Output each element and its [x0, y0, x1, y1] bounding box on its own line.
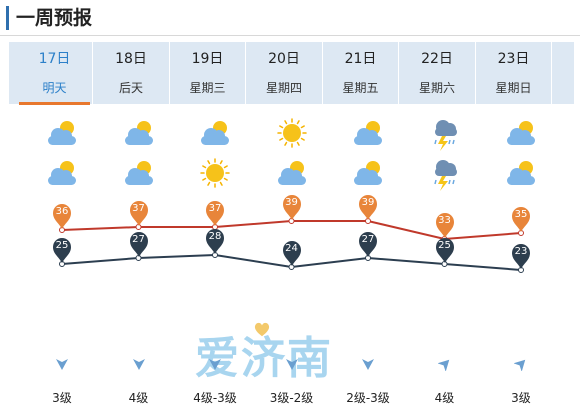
tab-date: 22日: [421, 51, 453, 67]
high-temp-pin: 37: [205, 200, 225, 227]
tab-day-1[interactable]: 17日明天: [17, 42, 93, 105]
section-header: 一周预报: [0, 0, 580, 40]
tab-date: 18日: [115, 51, 147, 67]
tab-date: 20日: [268, 51, 300, 67]
low-temp-pin-label: 25: [438, 240, 451, 251]
high-temp-pin-label: 39: [361, 197, 375, 208]
high-temp-pin-label: 37: [208, 203, 222, 214]
partly-cloudy-icon: [121, 158, 157, 188]
wind-direction-icon: [55, 356, 69, 370]
header-accent-bar: [6, 6, 9, 30]
low-temp-pin: 27: [358, 231, 378, 258]
low-temp-pin-label: 27: [132, 234, 145, 245]
partly-cloudy-icon: [274, 158, 310, 188]
low-temp-pin-label: 28: [208, 231, 222, 242]
tab-weekday: 星期四: [265, 81, 302, 95]
tab-weekday: 明天: [42, 81, 67, 95]
wind-level-label: 4级-3级: [193, 391, 237, 405]
wind-direction-icon: [361, 356, 375, 370]
partly-cloudy-icon: [350, 158, 386, 188]
wind-direction-icon: [208, 356, 222, 370]
day-tabs: 17日 明天 18日 后天 19日 星期三 20日 星期四 21日 星期五 22日 星期六 23日 星期日: [9, 42, 574, 105]
wind-direction-icon: [513, 356, 528, 372]
high-temp-pin-label: 37: [132, 203, 145, 214]
wind-level-label: 4级: [128, 391, 149, 405]
low-temp-pin: 27: [129, 231, 149, 258]
partly-cloudy-icon: [44, 158, 80, 188]
wind-level-label: 2级-3级: [346, 391, 390, 405]
low-temp-pin-label: 23: [514, 246, 528, 257]
tab-day-4[interactable]: 20日星期四: [247, 42, 323, 104]
wind-level-label: 3级: [52, 391, 72, 405]
high-temp-pin-label: 35: [514, 209, 528, 220]
low-temp-pin: 25: [435, 237, 455, 264]
partly-cloudy-icon: [350, 118, 386, 148]
heart-logo-icon: [254, 322, 270, 337]
tab-date: 21日: [344, 51, 377, 67]
high-temp-pin: 33: [435, 212, 455, 239]
high-temp-pin: 37: [129, 200, 149, 227]
watermark-text: 爱济南: [195, 333, 333, 384]
high-temp-pin: 36: [52, 203, 72, 230]
high-temp-pin: 39: [358, 194, 378, 221]
header-divider: [0, 35, 580, 36]
tab-day-6[interactable]: 22日星期六: [400, 42, 476, 104]
tab-weekday: 星期日: [495, 81, 532, 95]
partly-cloudy-icon: [44, 118, 80, 148]
wind-level-label: 3级-2级: [269, 391, 314, 405]
partly-cloudy-icon: [503, 158, 539, 188]
tab-weekday: 星期三: [189, 81, 226, 95]
high-temp-pin-label: 39: [285, 197, 298, 208]
sunny-icon: [274, 118, 310, 148]
tab-date: 17日: [38, 51, 71, 67]
tab-day-5[interactable]: 21日星期五: [323, 42, 399, 104]
low-temp-pin: 23: [511, 243, 531, 270]
high-temp-pin: 39: [282, 194, 302, 221]
low-temp-pin: 24: [282, 240, 302, 267]
thunderstorm-icon: [427, 118, 463, 151]
tab-date: 23日: [497, 51, 530, 67]
tab-weekday: 星期五: [342, 81, 379, 95]
high-temp-pin-label: 36: [55, 206, 69, 217]
thunderstorm-icon: [427, 158, 463, 191]
high-temp-pin: 35: [511, 206, 531, 233]
section-title: 一周预报: [16, 7, 93, 29]
high-temp-pin-label: 33: [438, 215, 451, 226]
low-temp-pin: 28: [205, 228, 225, 255]
tab-day-3[interactable]: 19日星期三: [170, 42, 246, 104]
sunny-icon: [197, 158, 233, 188]
tab-day-7[interactable]: 23日星期日: [476, 42, 552, 104]
low-temp-pin: 25: [52, 237, 72, 264]
wind-direction-icon: [285, 356, 299, 370]
wind-level-label: 4级: [434, 391, 455, 405]
tab-date: 19日: [191, 51, 224, 67]
tab-weekday: 后天: [118, 81, 143, 95]
tab-day-2[interactable]: 18日后天: [94, 42, 170, 104]
wind-direction-icon: [436, 356, 452, 372]
low-temp-pin-label: 24: [285, 243, 298, 254]
wind-level-label: 3级: [511, 391, 531, 405]
partly-cloudy-icon: [197, 118, 233, 148]
wind-direction-icon: [132, 356, 146, 370]
partly-cloudy-icon: [121, 118, 157, 148]
low-temp-pin-label: 27: [361, 234, 375, 245]
tab-weekday: 星期六: [418, 81, 455, 95]
partly-cloudy-icon: [503, 118, 539, 148]
low-temp-pin-label: 25: [55, 240, 69, 251]
